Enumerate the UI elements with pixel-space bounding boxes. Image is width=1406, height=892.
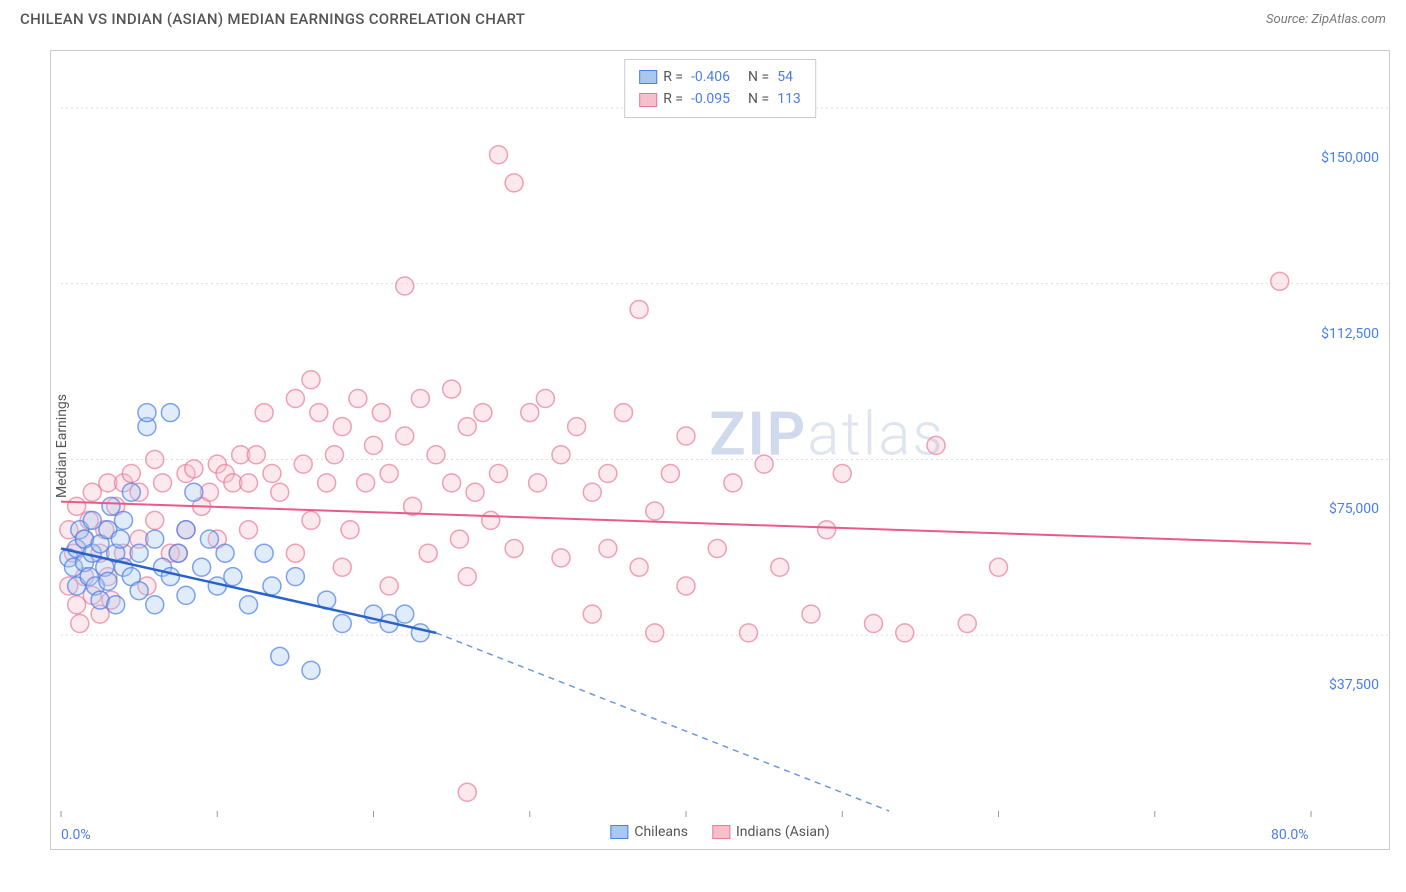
series-legend: Chileans Indians (Asian) — [610, 821, 829, 843]
chart-title: CHILEAN VS INDIAN (ASIAN) MEDIAN EARNING… — [20, 10, 525, 28]
chart-plot-area: R = -0.406 N = 54 R = -0.095 N = 113 ZIP… — [50, 50, 1390, 850]
legend-r-value-chileans: -0.406 — [691, 66, 730, 88]
legend-swatch-chileans-icon — [610, 825, 628, 839]
legend-row-chileans: R = -0.406 N = 54 — [639, 66, 801, 88]
x-tick-label: 0.0% — [61, 827, 91, 843]
legend-n-value-chileans: 54 — [777, 66, 793, 88]
legend-r-label: R = — [663, 66, 683, 88]
legend-item-indians: Indians (Asian) — [712, 821, 830, 843]
legend-n-label: N = — [748, 66, 769, 88]
legend-n-label: N = — [748, 88, 769, 110]
y-tick-label: $75,000 — [1329, 501, 1379, 517]
y-tick-label: $150,000 — [1321, 150, 1379, 166]
legend-r-value-indians: -0.095 — [691, 88, 730, 110]
legend-r-label: R = — [663, 88, 683, 110]
legend-label-chileans: Chileans — [634, 821, 688, 843]
legend-swatch-indians — [639, 93, 657, 107]
y-tick-label: $112,500 — [1321, 326, 1379, 342]
source-attribution: Source: ZipAtlas.com — [1266, 12, 1386, 27]
legend-row-indians: R = -0.095 N = 113 — [639, 88, 801, 110]
legend-n-value-indians: 113 — [777, 88, 801, 110]
y-tick-label: $37,500 — [1329, 677, 1379, 693]
legend-item-chileans: Chileans — [610, 821, 688, 843]
correlation-legend: R = -0.406 N = 54 R = -0.095 N = 113 — [624, 59, 816, 118]
scatter-svg — [51, 51, 1391, 851]
legend-swatch-chileans — [639, 70, 657, 84]
legend-swatch-indians-icon — [712, 825, 730, 839]
x-tick-label: 80.0% — [1271, 827, 1309, 843]
legend-label-indians: Indians (Asian) — [736, 821, 830, 843]
chart-header: CHILEAN VS INDIAN (ASIAN) MEDIAN EARNING… — [0, 0, 1406, 33]
